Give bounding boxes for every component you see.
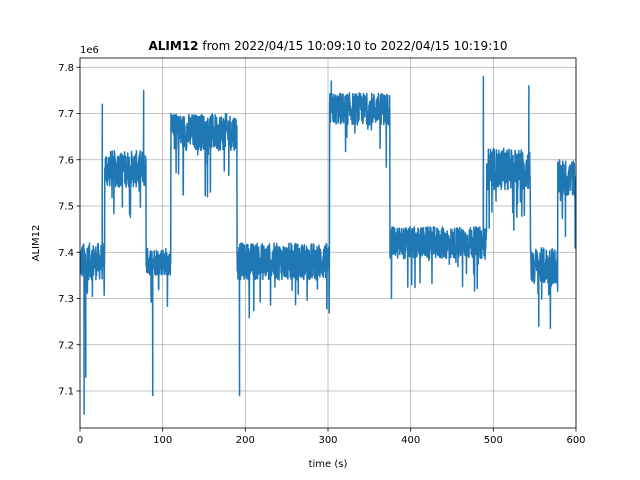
x-axis-label: time (s) — [309, 459, 348, 470]
y-tick-label: 7.7 — [58, 109, 74, 120]
y-axis-label: ALIM12 — [31, 225, 42, 262]
x-tick-label: 400 — [401, 435, 420, 446]
y-tick-label: 7.2 — [58, 340, 74, 351]
x-tick-label: 600 — [566, 435, 585, 446]
y-axis: 7.1 7.2 7.3 7.4 7.5 7.6 7.7 7.8 — [58, 63, 80, 398]
chart-title-rest: from 2022/04/15 10:09:10 to 2022/04/15 1… — [199, 39, 508, 53]
y-offset-text: 1e6 — [80, 45, 99, 56]
y-tick-label: 7.3 — [58, 294, 74, 305]
x-axis: 0 100 200 300 400 500 600 — [77, 428, 586, 446]
y-tick-label: 7.8 — [58, 63, 74, 74]
series-line-alim12 — [80, 75, 576, 415]
x-tick-label: 500 — [484, 435, 503, 446]
x-tick-label: 0 — [77, 435, 83, 446]
chart-title: ALIM12 from 2022/04/15 10:09:10 to 2022/… — [148, 39, 507, 53]
chart-title-bold: ALIM12 — [148, 39, 198, 53]
x-tick-label: 100 — [153, 435, 172, 446]
y-tick-label: 7.5 — [58, 202, 74, 213]
plot-area — [80, 75, 576, 415]
y-tick-label: 7.6 — [58, 155, 74, 166]
y-tick-label: 7.1 — [58, 387, 74, 398]
x-tick-label: 200 — [236, 435, 255, 446]
y-tick-label: 7.4 — [58, 248, 74, 259]
x-tick-label: 300 — [318, 435, 337, 446]
